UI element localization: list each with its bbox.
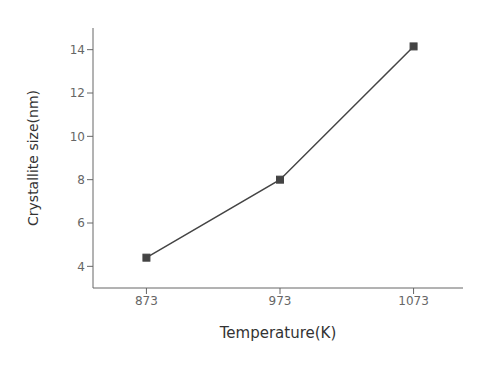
svg-text:Temperature(K): Temperature(K) xyxy=(219,324,337,342)
svg-text:10: 10 xyxy=(70,130,85,144)
svg-text:8: 8 xyxy=(77,173,85,187)
svg-text:Crystallite size(nm): Crystallite size(nm) xyxy=(25,90,41,226)
svg-text:14: 14 xyxy=(70,43,85,57)
svg-text:1073: 1073 xyxy=(398,294,429,308)
svg-text:6: 6 xyxy=(77,216,85,230)
svg-text:873: 873 xyxy=(135,294,158,308)
svg-text:973: 973 xyxy=(269,294,292,308)
svg-text:4: 4 xyxy=(77,260,85,274)
svg-text:12: 12 xyxy=(70,86,85,100)
